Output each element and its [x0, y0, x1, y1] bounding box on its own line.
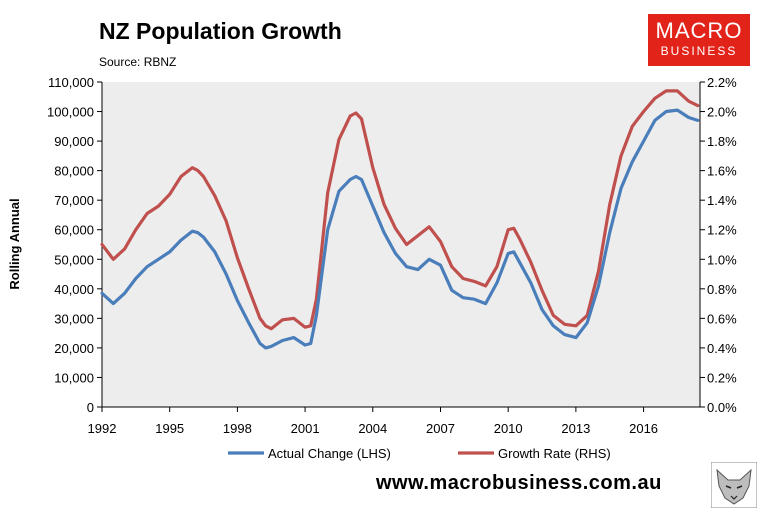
- x-tick-label: 1995: [155, 421, 184, 436]
- y-right-tick-label: 2.0%: [707, 105, 737, 120]
- chart-source: Source: RBNZ: [99, 55, 177, 69]
- y-right-tick-label: 1.8%: [707, 134, 737, 149]
- logo-line-1: MACRO: [655, 18, 743, 43]
- y-right-tick-label: 1.0%: [707, 252, 737, 267]
- x-tick-label: 2001: [291, 421, 320, 436]
- y-left-tick-label: 40,000: [54, 282, 94, 297]
- fox-logo-icon: [711, 462, 757, 508]
- logo-line-2: BUSINESS: [660, 44, 738, 58]
- x-tick-label: 1998: [223, 421, 252, 436]
- growth-rate-line: [100, 89, 700, 331]
- y-right-tick-label: 0.8%: [707, 282, 737, 297]
- x-tick-label: 1992: [88, 421, 117, 436]
- x-tick-label: 2016: [629, 421, 658, 436]
- footer-url[interactable]: www.macrobusiness.com.au: [376, 472, 662, 494]
- y-left-tick-label: 80,000: [54, 164, 94, 179]
- x-tick-label: 2010: [494, 421, 523, 436]
- y-right-tick-label: 0.6%: [707, 311, 737, 326]
- y-left-tick-label: 50,000: [54, 252, 94, 267]
- series-lines: [100, 89, 700, 350]
- x-tick-label: 2013: [561, 421, 590, 436]
- y-right-tick-label: 0.4%: [707, 341, 737, 356]
- y-left-tick-label: 20,000: [54, 341, 94, 356]
- actual-change-line: [100, 108, 700, 350]
- y-left-tick-label: 60,000: [54, 223, 94, 238]
- y-left-tick-label: 100,000: [47, 105, 94, 120]
- y-right-tick-label: 1.4%: [707, 193, 737, 208]
- y-left-tick-label: 30,000: [54, 311, 94, 326]
- x-tick-label: 2004: [358, 421, 387, 436]
- legend-actual-change-label: Actual Change (LHS): [268, 446, 391, 461]
- legend: Actual Change (LHS) Growth Rate (RHS): [228, 446, 611, 461]
- y-right-tick-label: 2.2%: [707, 75, 737, 90]
- x-tick-label: 2007: [426, 421, 455, 436]
- y-left-tick-label: 110,000: [48, 75, 94, 90]
- macrobusiness-logo[interactable]: MACRO BUSINESS: [648, 14, 750, 66]
- y-right-tick-label: 1.6%: [707, 164, 737, 179]
- chart-title: NZ Population Growth: [99, 18, 342, 44]
- y-right-tick-label: 0.2%: [707, 370, 737, 385]
- y-left-tick-label: 90,000: [54, 134, 94, 149]
- y-axis-label: Rolling Annual: [7, 198, 22, 289]
- y-right-tick-label: 1.2%: [707, 223, 737, 238]
- plot-area: [102, 82, 700, 407]
- y-left-tick-label: 10,000: [54, 370, 94, 385]
- y-right-tick-label: 0.0%: [707, 400, 737, 415]
- y-left-tick-label: 70,000: [54, 193, 94, 208]
- axes: 0 10,000 20,000 30,000 40,000 50,000 60,000 70,…: [47, 75, 737, 436]
- y-left-tick-label: 0: [87, 400, 94, 415]
- legend-growth-rate-label: Growth Rate (RHS): [498, 446, 611, 461]
